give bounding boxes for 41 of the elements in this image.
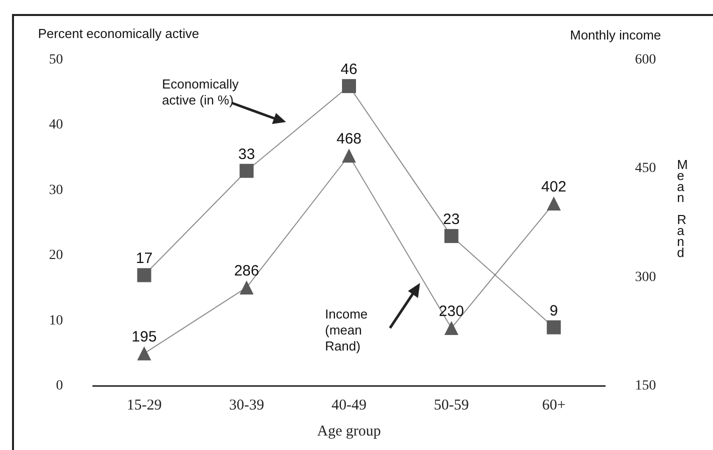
annotation: Income (mean Rand)	[325, 306, 368, 354]
point	[444, 321, 458, 336]
x-tick-label: 40-49	[332, 398, 366, 414]
point	[342, 148, 356, 163]
data-label: 9	[550, 302, 558, 320]
x-tick-label: 15-29	[126, 398, 162, 414]
data-label: 230	[438, 303, 464, 320]
point	[137, 268, 152, 282]
y2-tick-label: 600	[635, 52, 656, 68]
point	[240, 164, 254, 178]
x-axis-title: Age group	[317, 424, 381, 440]
x-tick-label: 60+	[542, 398, 566, 414]
point	[240, 280, 254, 294]
y-tick-label: 20	[49, 248, 63, 264]
text: Monthly income	[570, 28, 662, 42]
data-label: 402	[541, 178, 566, 196]
y-tick-label: 10	[49, 313, 63, 328]
data-label: 23	[443, 211, 460, 228]
point	[137, 346, 152, 360]
y2-tick-label: 300	[635, 270, 656, 285]
point	[444, 229, 458, 244]
y-tick-label: 40	[49, 118, 63, 133]
data-label: 195	[132, 328, 157, 346]
y-axis-title: Percent economically active	[38, 26, 200, 41]
annotation: Economically active (in %)	[162, 76, 240, 108]
y-tick-label: 30	[49, 182, 63, 198]
y-tick-label: 50	[49, 52, 63, 68]
data-label: 46	[340, 61, 358, 78]
y2-tick-label: 150	[635, 378, 656, 394]
data-label: 33	[238, 146, 255, 163]
y2-tick-label: 450	[635, 161, 656, 176]
point	[342, 79, 356, 94]
data-label: 286	[234, 262, 260, 280]
y-tick-label: 0	[56, 378, 63, 394]
x-tick-label: 50-59	[434, 398, 469, 414]
point	[546, 320, 561, 334]
point	[546, 196, 561, 210]
x-tick-label: 30-39	[229, 398, 264, 414]
data-label: 17	[136, 250, 153, 268]
y2-axis-title: Mean Rand	[677, 157, 688, 260]
data-label: 468	[336, 130, 362, 148]
